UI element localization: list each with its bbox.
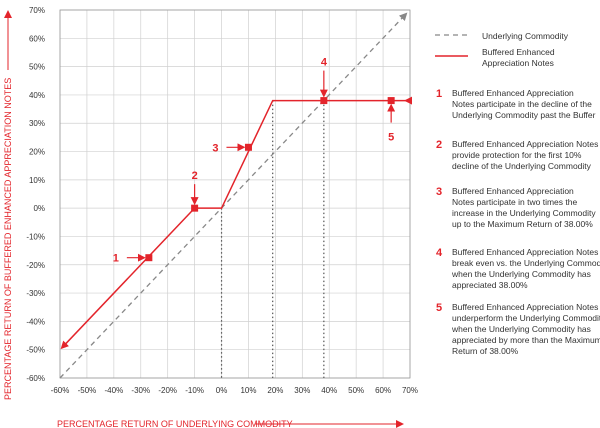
x-axis-title: PERCENTAGE RETURN OF UNDERLYING COMMODIT… [57, 419, 293, 428]
x-tick-label: -10% [185, 386, 204, 395]
y-tick-label: -60% [26, 374, 45, 383]
marker-number-3: 3 [212, 142, 218, 154]
annotation-number: 3 [436, 186, 442, 198]
x-tick-label: 60% [375, 386, 391, 395]
annotation-text: up to the Maximum Return of 38.00% [452, 219, 593, 229]
y-tick-label: 10% [29, 176, 45, 185]
annotation-number: 4 [436, 247, 443, 259]
marker-number-5: 5 [388, 132, 394, 144]
marker-number-2: 2 [192, 170, 198, 182]
annotation-text: increase in the Underlying Commodity [452, 208, 596, 218]
annotation-text: break even vs. the Underlying Commodity [452, 258, 600, 268]
y-tick-label: 30% [29, 119, 45, 128]
y-axis-title: PERCENTAGE RETURN OF BUFFERED ENHANCED A… [3, 78, 13, 400]
axis-title-layer: PERCENTAGE RETURN OF UNDERLYING COMMODIT… [3, 10, 404, 428]
grid-layer [59, 9, 411, 379]
annotation-number: 1 [436, 88, 442, 100]
annotation-text: Buffered Enhanced Appreciation [452, 186, 574, 196]
marker-point-2 [191, 204, 199, 212]
annotation-number: 5 [436, 302, 442, 314]
x-tick-label: 10% [240, 386, 256, 395]
x-tick-label: 40% [321, 386, 337, 395]
annotation-text: provide protection for the first 10% [452, 150, 582, 160]
annotation-text: Buffered Enhanced Appreciation [452, 88, 574, 98]
plot-frame [59, 9, 411, 379]
underlying-commodity-line [59, 12, 408, 379]
y-tick-label: 70% [29, 6, 45, 15]
marker-number-1: 1 [113, 253, 119, 265]
x-tick-label: 20% [267, 386, 283, 395]
annotation-text: Notes participate in two times the [452, 197, 577, 207]
annotation-text: when the Underlying Commodity has [451, 269, 591, 279]
x-tick-label: 70% [402, 386, 418, 395]
x-tick-label: 0% [216, 386, 228, 395]
y-tick-label: -40% [26, 317, 45, 326]
marker-point-1 [145, 254, 153, 262]
notes-line-lower-arrow [60, 207, 196, 350]
annotation-text: Underlying Commodity past the Buffer [452, 110, 596, 120]
x-tick-label: -60% [51, 386, 70, 395]
y-tick-label: 0% [33, 204, 45, 213]
x-tick-label: -40% [105, 386, 124, 395]
y-tick-label: 20% [29, 148, 45, 157]
annotation-text: when the Underlying Commodity has [451, 324, 591, 334]
annotation-text: Notes participate in the decline of the [452, 99, 592, 109]
marker-number-4: 4 [321, 57, 328, 69]
series-layer [59, 12, 412, 379]
x-tick-label: 30% [294, 386, 310, 395]
x-tick-label: -30% [131, 386, 150, 395]
annotation-text: appreciated by more than the Maximum [452, 335, 600, 345]
y-tick-label: -50% [26, 346, 45, 355]
x-tick-label: -20% [158, 386, 177, 395]
y-tick-label: 60% [29, 34, 45, 43]
tick-layer: -60% -50% -40% -30% -20% -10% 0% 10% 20% 30% 40% 50… [26, 6, 418, 395]
annotation-number: 2 [436, 139, 442, 151]
annotation-text: underperform the Underlying Commodity [452, 313, 600, 323]
marker-point-5 [387, 97, 395, 105]
marker-layer: 1 2 3 4 5 [113, 57, 396, 265]
x-tick-label: 50% [348, 386, 364, 395]
marker-point-4 [320, 97, 328, 105]
annotation-text: Return of 38.00% [452, 346, 519, 356]
legend: Underlying Commodity Buffered EnhancedApp… [435, 31, 569, 68]
annotation-text: Buffered Enhanced Appreciation Notes [452, 139, 598, 149]
y-tick-label: 50% [29, 63, 45, 72]
legend-label: Underlying Commodity [482, 31, 569, 41]
y-tick-label: -10% [26, 232, 45, 241]
y-tick-label: -20% [26, 261, 45, 270]
annotation-text: appreciated 38.00% [452, 280, 528, 290]
y-tick-label: -30% [26, 289, 45, 298]
x-tick-label: -50% [78, 386, 97, 395]
annotation-text: decline of the Underlying Commodity [452, 161, 592, 171]
notes-line [194, 99, 410, 209]
legend-label: Appreciation Notes [482, 58, 554, 68]
legend-label: Buffered Enhanced [482, 47, 555, 57]
y-tick-label: 40% [29, 91, 45, 100]
annotation-text: Buffered Enhanced Appreciation Notes [452, 247, 598, 257]
annotation-text: Buffered Enhanced Appreciation Notes [452, 302, 598, 312]
marker-point-3 [244, 143, 252, 151]
